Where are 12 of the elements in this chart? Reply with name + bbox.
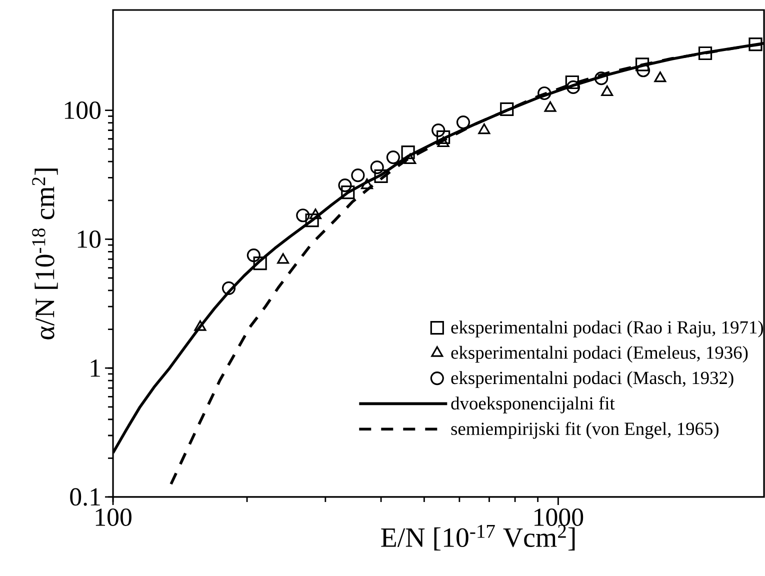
y-tick-label: 100 bbox=[64, 102, 101, 120]
legend-label: eksperimentalni podaci (Emeleus, 1936) bbox=[451, 346, 748, 363]
legend-label: dvoeksponencijalni fit bbox=[451, 396, 615, 414]
x-tick-label: 1000 bbox=[534, 508, 584, 526]
legend-label: semiempirijski fit (von Engel, 1965) bbox=[451, 422, 719, 439]
x-axis-title: E/N [10$^{-17}$ Vcm$^{2}$] bbox=[381, 524, 575, 550]
y-tick-label: 0.1 bbox=[70, 488, 100, 506]
y-axis-title: α/N [10$^{-18}$ cm$^{2}$] bbox=[32, 168, 58, 340]
y-tick-label: 1 bbox=[90, 360, 100, 377]
legend-label: eksperimentalni podaci (Masch, 1932) bbox=[451, 371, 734, 388]
y-tick-label: 10 bbox=[78, 230, 101, 248]
legend-label: eksperimentalni podaci (Rao i Raju, 1971) bbox=[451, 320, 764, 338]
